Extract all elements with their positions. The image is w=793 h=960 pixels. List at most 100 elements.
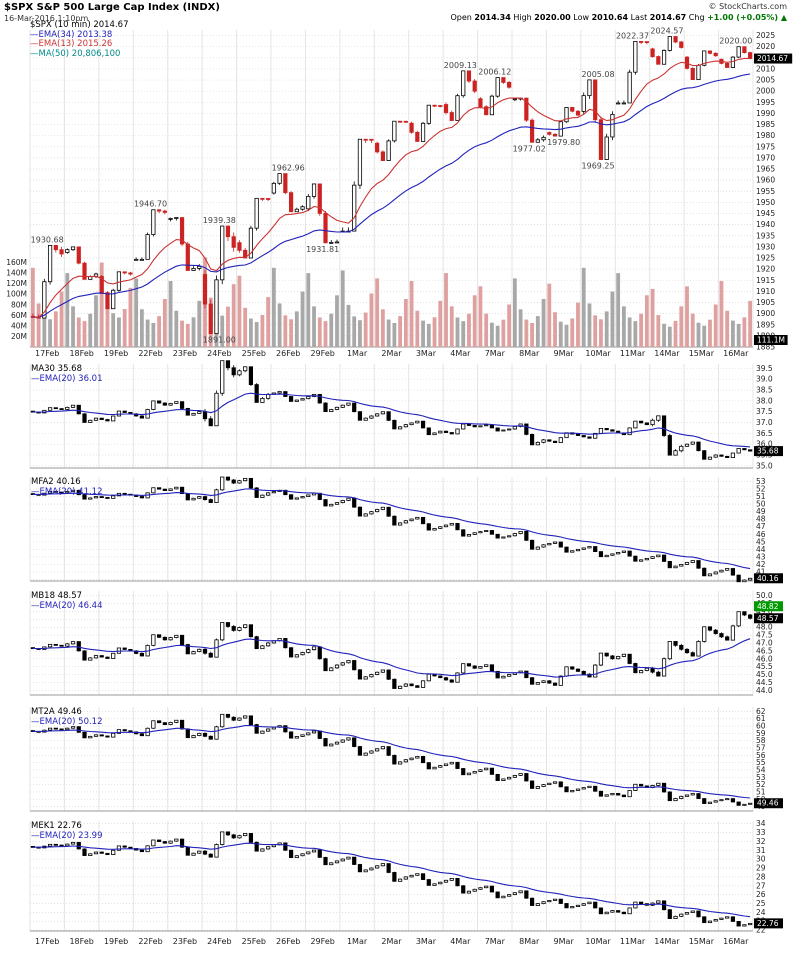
svg-text:29: 29 [756,864,766,873]
svg-text:26Feb: 26Feb [276,349,300,358]
svg-text:22.76: 22.76 [757,919,779,928]
open-label: Open [450,13,472,22]
svg-text:2024.57: 2024.57 [650,27,683,36]
svg-text:38.5: 38.5 [756,386,773,395]
svg-text:41: 41 [756,567,766,576]
svg-text:35.68: 35.68 [757,447,779,456]
svg-text:2005.08: 2005.08 [582,70,615,79]
high-value: 2020.00 [534,13,571,22]
svg-text:1955: 1955 [756,187,775,196]
svg-text:51: 51 [756,787,766,796]
svg-text:23Feb: 23Feb [173,937,197,946]
svg-text:1895: 1895 [756,320,775,329]
svg-text:50: 50 [756,500,766,509]
svg-text:44.5: 44.5 [756,678,773,687]
svg-text:2005: 2005 [756,76,775,85]
svg-text:48.82: 48.82 [757,602,779,611]
svg-text:80M: 80M [11,300,27,309]
svg-text:160M: 160M [6,258,27,267]
svg-text:120M: 120M [6,279,27,288]
last-label: Last [630,13,648,22]
svg-text:16Mar: 16Mar [723,349,749,358]
svg-text:14Mar: 14Mar [654,349,680,358]
svg-text:48.0: 48.0 [756,623,773,632]
svg-text:50.0: 50.0 [756,591,773,600]
svg-text:1965: 1965 [756,165,775,174]
svg-text:9Mar: 9Mar [554,349,575,358]
svg-text:2009.13: 2009.13 [444,61,477,70]
svg-text:14Mar: 14Mar [654,937,680,946]
svg-text:32: 32 [756,837,766,846]
svg-text:27: 27 [756,881,766,890]
svg-text:53: 53 [756,773,766,782]
svg-text:53: 53 [756,477,766,486]
svg-text:39.0: 39.0 [756,375,773,384]
svg-text:19Feb: 19Feb [104,349,128,358]
svg-text:24Feb: 24Feb [207,349,231,358]
svg-text:40M: 40M [11,321,27,330]
svg-text:26Feb: 26Feb [276,937,300,946]
svg-text:25Feb: 25Feb [242,937,266,946]
svg-text:2Mar: 2Mar [381,937,402,946]
svg-text:45: 45 [756,537,766,546]
svg-text:47.0: 47.0 [756,639,773,648]
svg-text:1960: 1960 [756,176,775,185]
svg-text:54: 54 [756,765,766,774]
svg-text:1905: 1905 [756,298,775,307]
svg-text:9Mar: 9Mar [554,937,575,946]
svg-text:25Feb: 25Feb [242,349,266,358]
svg-text:16Mar: 16Mar [723,937,749,946]
svg-text:49: 49 [756,507,766,516]
copyright-text: © StockCharts.com [708,2,787,11]
svg-text:25: 25 [756,899,766,908]
svg-text:24: 24 [756,908,766,917]
chg-label: Chg [688,13,705,22]
svg-text:37.0: 37.0 [756,418,773,427]
svg-text:2000: 2000 [756,87,775,96]
svg-text:1930: 1930 [756,242,775,251]
svg-text:59: 59 [756,729,766,738]
svg-text:47: 47 [756,522,766,531]
svg-text:2014.67: 2014.67 [757,54,788,63]
quote-line: Open 2014.34 High 2020.00 Low 2010.64 La… [450,13,787,22]
last-value: 2014.67 [649,13,687,22]
svg-text:29Feb: 29Feb [310,937,334,946]
svg-text:28: 28 [756,872,766,881]
svg-text:48.57: 48.57 [757,614,779,623]
svg-text:1970: 1970 [756,153,775,162]
svg-text:60M: 60M [11,311,27,320]
svg-text:23Feb: 23Feb [173,349,197,358]
svg-text:31: 31 [756,846,766,855]
svg-text:49.0: 49.0 [756,607,773,616]
svg-text:1Mar: 1Mar [347,937,368,946]
svg-text:18Feb: 18Feb [69,349,93,358]
svg-text:1946.70: 1946.70 [134,200,167,209]
svg-text:2010: 2010 [756,64,775,73]
svg-text:51: 51 [756,492,766,501]
svg-text:44.0: 44.0 [756,686,773,695]
svg-text:34: 34 [756,819,766,828]
svg-text:39.5: 39.5 [756,364,773,373]
svg-text:1915: 1915 [756,276,775,285]
svg-text:4Mar: 4Mar [450,349,471,358]
svg-text:58: 58 [756,736,766,745]
svg-text:22: 22 [756,926,766,935]
svg-text:45.0: 45.0 [756,670,773,679]
svg-text:1995: 1995 [756,98,775,107]
svg-text:8Mar: 8Mar [519,937,540,946]
svg-text:24Feb: 24Feb [207,937,231,946]
low-value: 2010.64 [591,13,629,22]
svg-text:11Mar: 11Mar [620,937,646,946]
chg-value: +1.00 (+0.05%) ▲ [707,13,787,22]
svg-text:22Feb: 22Feb [138,349,162,358]
svg-text:43: 43 [756,552,766,561]
svg-text:37.5: 37.5 [756,407,773,416]
open-value: 2014.34 [474,13,511,22]
svg-text:36.0: 36.0 [756,440,773,449]
svg-text:55: 55 [756,758,766,767]
svg-text:62: 62 [756,707,766,716]
svg-text:8Mar: 8Mar [519,349,540,358]
svg-text:61: 61 [756,714,766,723]
svg-text:48: 48 [756,515,766,524]
svg-text:1985: 1985 [756,120,775,129]
